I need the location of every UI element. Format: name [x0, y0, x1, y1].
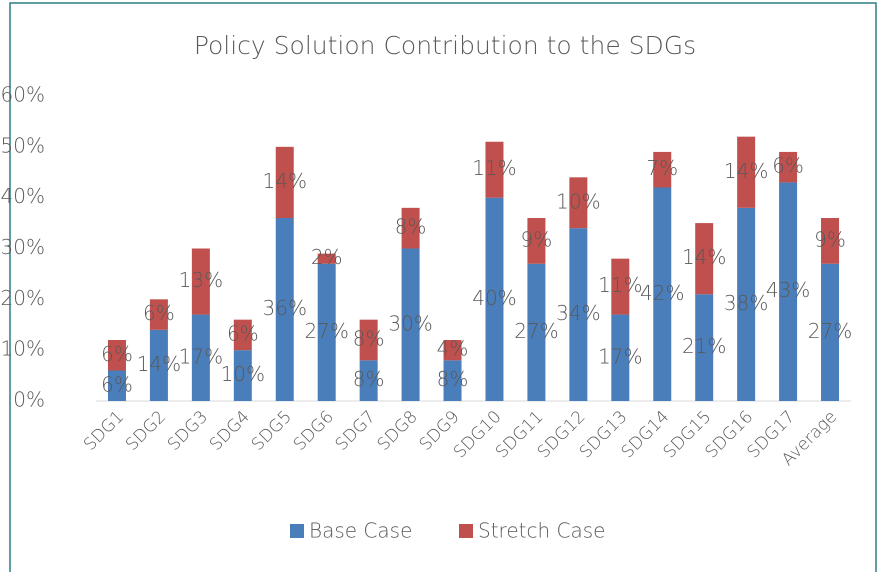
bar-segment	[569, 228, 588, 401]
x-tick-label: SDG3	[164, 407, 212, 455]
bar-segment	[317, 263, 336, 401]
data-label: 2%	[311, 245, 343, 269]
data-label: 34%	[556, 301, 600, 325]
x-tick-label: SDG5	[248, 407, 296, 455]
data-label: 6%	[227, 321, 259, 345]
data-label: 6%	[101, 372, 133, 396]
bar-segment	[779, 151, 798, 183]
bar-segment	[779, 182, 798, 401]
data-label: 27%	[808, 319, 852, 343]
bar-segment	[233, 350, 252, 401]
bar-segment	[821, 218, 840, 264]
bar-segment	[149, 299, 168, 330]
bar-segment	[191, 248, 210, 315]
x-tick-label: SDG1	[80, 407, 128, 455]
frame	[9, 2, 877, 572]
data-label: 27%	[514, 319, 558, 343]
y-tick-label: 30%	[1, 235, 45, 259]
legend-swatch	[290, 524, 304, 538]
y-tick-label: 40%	[1, 184, 45, 208]
bar-segment	[485, 141, 504, 198]
bar-segment	[611, 314, 630, 401]
data-label: 14%	[682, 245, 726, 269]
bar-segment	[401, 207, 420, 249]
bar-segment	[191, 314, 210, 401]
data-label: 11%	[598, 273, 642, 297]
y-tick-label: 60%	[1, 83, 45, 107]
bar-segment	[695, 294, 714, 401]
data-label: 9%	[521, 227, 553, 251]
data-label: 17%	[179, 344, 223, 368]
bar-segment	[107, 370, 126, 401]
bar-segment	[737, 207, 756, 401]
x-tick-label: SDG4	[206, 407, 254, 455]
data-label: 11%	[472, 156, 516, 180]
bar-segment	[527, 218, 546, 264]
bar-segment	[527, 263, 546, 401]
bar-segment	[149, 329, 168, 401]
bar-segment	[317, 253, 336, 264]
data-label: 6%	[101, 342, 133, 366]
data-label: 30%	[388, 311, 432, 335]
data-label: 4%	[437, 337, 469, 361]
data-label: 38%	[724, 291, 768, 315]
bar-segment	[401, 248, 420, 401]
data-label: 14%	[263, 169, 307, 193]
bar-segment	[653, 151, 672, 188]
bar-segment	[275, 218, 294, 401]
data-label: 7%	[646, 156, 678, 180]
data-label: 8%	[395, 215, 427, 239]
y-tick-label: 0%	[13, 388, 45, 412]
data-label: 21%	[682, 334, 726, 358]
legend-label: Stretch Case	[478, 519, 605, 543]
x-tick-label: SDG2	[122, 407, 170, 455]
bar-segment	[359, 360, 378, 401]
chart-title: Policy Solution Contribution to the SDGs	[194, 31, 696, 60]
data-label: 42%	[640, 281, 684, 305]
bar-segment	[569, 177, 588, 229]
bar-segment	[443, 360, 462, 401]
bar-segment	[737, 136, 756, 208]
data-label: 27%	[304, 319, 348, 343]
bar-segment	[653, 187, 672, 401]
data-label: 6%	[143, 301, 175, 325]
bar-segment	[695, 223, 714, 295]
data-label: 8%	[437, 367, 469, 391]
y-tick-label: 10%	[1, 337, 45, 361]
legend-label: Base Case	[309, 519, 412, 543]
y-tick-label: 50%	[1, 133, 45, 157]
bar-segment	[611, 258, 630, 315]
bar-segment	[443, 340, 462, 361]
data-label: 9%	[814, 227, 846, 251]
data-label: 10%	[221, 362, 265, 386]
data-label: 6%	[772, 154, 804, 178]
data-label: 17%	[598, 344, 642, 368]
data-label: 36%	[263, 296, 307, 320]
bar-segment	[233, 319, 252, 351]
data-label: 8%	[353, 327, 385, 351]
legend-swatch	[459, 524, 473, 538]
data-label: 14%	[724, 159, 768, 183]
bar-segment	[359, 319, 378, 361]
bar-segment	[821, 263, 840, 401]
data-label: 14%	[137, 352, 181, 376]
data-label: 40%	[472, 286, 516, 310]
bar-segment	[275, 146, 294, 218]
x-tick-label: SDG6	[290, 407, 338, 455]
bar-segment	[485, 197, 504, 401]
data-label: 43%	[766, 278, 810, 302]
bar-segment	[107, 340, 126, 371]
data-label: 13%	[179, 268, 223, 292]
x-tick-label: SDG8	[374, 407, 422, 455]
data-label: 10%	[556, 189, 600, 213]
x-tick-label: SDG7	[332, 407, 380, 455]
y-tick-label: 20%	[1, 286, 45, 310]
data-label: 8%	[353, 367, 385, 391]
